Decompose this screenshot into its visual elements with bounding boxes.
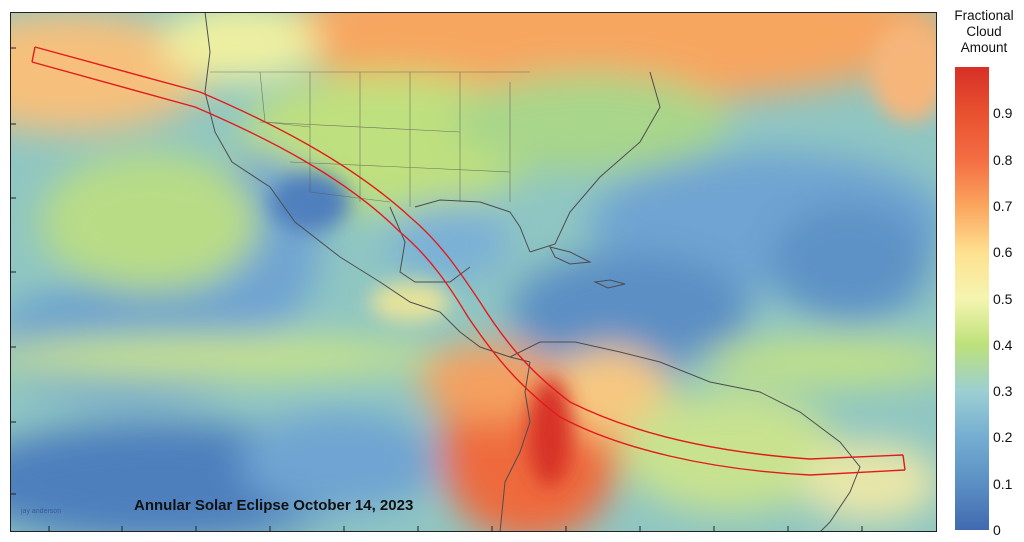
- legend-title-line: Cloud: [966, 24, 1002, 39]
- eclipse-path: [31, 46, 906, 476]
- legend-tick-label: 0.6: [993, 244, 1013, 261]
- cloud-detail: [270, 22, 937, 487]
- legend-title-line: Fractional: [954, 8, 1014, 23]
- legend-colorbar: [955, 67, 989, 530]
- legend-tick-label: 0.2: [993, 429, 1013, 446]
- eclipse-path-west-end: [31, 46, 36, 63]
- legend-tick-label: 0.1: [993, 475, 1013, 492]
- legend-tick-label: 0.8: [993, 151, 1013, 168]
- legend-tick-label: 0: [993, 522, 1001, 538]
- legend-title-line: Amount: [960, 40, 1008, 55]
- credit-label: jay anderson: [21, 508, 62, 515]
- legend-tick-label: 0.9: [993, 105, 1013, 122]
- legend-tick-label: 0.7: [993, 197, 1013, 214]
- cloud-map: [10, 12, 937, 532]
- coastlines: [204, 12, 861, 532]
- eclipse-path-north-limit: [34, 46, 904, 460]
- eclipse-path-south-limit: [31, 61, 906, 476]
- legend-title: Fractional Cloud Amount: [946, 8, 1022, 56]
- frame-ticks: [10, 47, 863, 532]
- cloud-field: [10, 12, 937, 532]
- legend-tick-label: 0.5: [993, 290, 1013, 307]
- legend-tick-label: 0.3: [993, 383, 1013, 400]
- map-title: Annular Solar Eclipse October 14, 2023: [134, 497, 414, 514]
- eclipse-path-east-end: [902, 454, 906, 471]
- legend-tick-label: 0.4: [993, 336, 1013, 353]
